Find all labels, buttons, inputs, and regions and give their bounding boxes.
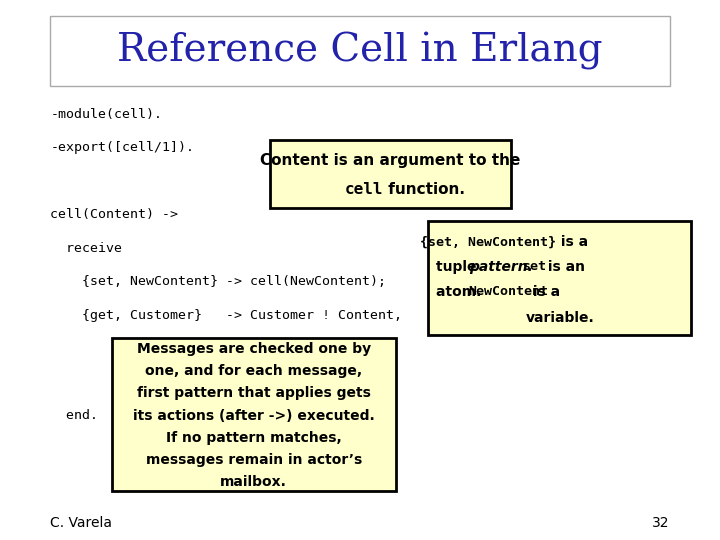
Text: function.: function. (383, 181, 465, 197)
FancyBboxPatch shape (270, 140, 511, 208)
Text: set: set (523, 260, 546, 273)
Text: is a: is a (528, 285, 560, 299)
Text: first pattern that applies gets: first pattern that applies gets (137, 387, 371, 401)
Text: cell(Content) ->: cell(Content) -> (50, 208, 179, 221)
Text: If no pattern matches,: If no pattern matches, (166, 430, 342, 444)
Text: {get, Customer}   -> Customer ! Content,: {get, Customer} -> Customer ! Content, (50, 309, 402, 322)
Text: messages remain in actor’s: messages remain in actor’s (145, 453, 362, 467)
Text: Messages are checked one by: Messages are checked one by (137, 342, 371, 356)
Text: one, and for each message,: one, and for each message, (145, 364, 362, 379)
Text: {set, NewContent} -> cell(NewContent);: {set, NewContent} -> cell(NewContent); (50, 275, 387, 288)
Text: 32: 32 (652, 516, 670, 530)
Text: pattern.: pattern. (469, 260, 533, 274)
Text: Reference Cell in Erlang: Reference Cell in Erlang (117, 32, 603, 70)
Text: variable.: variable. (526, 311, 594, 325)
Text: {set, NewContent}: {set, NewContent} (420, 235, 556, 248)
FancyBboxPatch shape (428, 221, 691, 335)
Text: cell: cell (345, 181, 383, 197)
Text: is an: is an (543, 260, 585, 274)
Text: end.: end. (50, 409, 99, 422)
FancyBboxPatch shape (112, 338, 396, 491)
Text: mailbox.: mailbox. (220, 475, 287, 489)
Text: C. Varela: C. Varela (50, 516, 112, 530)
Text: NewContent: NewContent (469, 285, 549, 298)
Text: -module(cell).: -module(cell). (50, 108, 163, 121)
FancyBboxPatch shape (50, 16, 670, 86)
Text: cell(Content): cell(Content) (50, 342, 354, 355)
Text: -export([cell/1]).: -export([cell/1]). (50, 141, 194, 154)
Text: tuple: tuple (436, 260, 481, 274)
Text: is a: is a (556, 235, 588, 249)
Text: receive: receive (50, 242, 122, 255)
Text: its actions (after ->) executed.: its actions (after ->) executed. (133, 409, 374, 422)
Text: atom.: atom. (436, 285, 486, 299)
Text: Content is an argument to the: Content is an argument to the (261, 153, 521, 168)
